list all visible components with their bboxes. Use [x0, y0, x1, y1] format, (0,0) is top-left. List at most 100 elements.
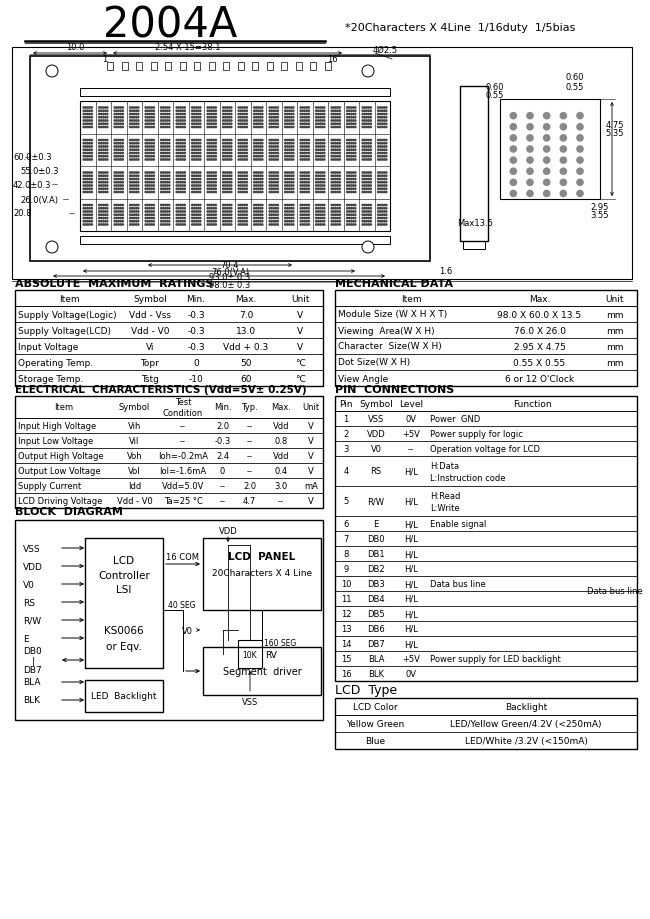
- Circle shape: [289, 209, 290, 210]
- Circle shape: [322, 192, 323, 193]
- Circle shape: [240, 141, 241, 142]
- Circle shape: [166, 143, 168, 144]
- Circle shape: [316, 153, 317, 154]
- Circle shape: [324, 192, 325, 193]
- Circle shape: [105, 124, 106, 125]
- Circle shape: [242, 120, 243, 122]
- Circle shape: [116, 124, 118, 125]
- Circle shape: [382, 182, 383, 184]
- Text: V: V: [297, 326, 303, 335]
- Circle shape: [231, 127, 232, 129]
- Circle shape: [101, 124, 102, 125]
- Circle shape: [145, 147, 146, 148]
- Circle shape: [322, 118, 323, 119]
- Circle shape: [122, 218, 124, 220]
- Circle shape: [364, 218, 365, 220]
- Circle shape: [225, 221, 226, 222]
- Circle shape: [273, 118, 274, 119]
- Bar: [324, 62, 330, 71]
- Circle shape: [380, 120, 381, 122]
- Circle shape: [335, 120, 337, 122]
- Circle shape: [229, 156, 230, 158]
- Circle shape: [242, 221, 243, 222]
- Circle shape: [304, 192, 306, 193]
- Text: Operation voltage for LCD: Operation voltage for LCD: [430, 445, 540, 453]
- Circle shape: [352, 218, 354, 220]
- Circle shape: [145, 218, 146, 220]
- Circle shape: [182, 192, 183, 193]
- Text: 2: 2: [343, 429, 348, 438]
- Circle shape: [194, 118, 195, 119]
- Text: -0.3: -0.3: [187, 326, 205, 335]
- Circle shape: [166, 192, 168, 193]
- Circle shape: [277, 153, 278, 154]
- Circle shape: [129, 124, 131, 125]
- Circle shape: [339, 182, 341, 184]
- Circle shape: [99, 192, 100, 193]
- Circle shape: [320, 189, 321, 190]
- Circle shape: [257, 173, 259, 174]
- Circle shape: [213, 156, 215, 158]
- Circle shape: [262, 160, 263, 161]
- Circle shape: [254, 224, 255, 226]
- Circle shape: [510, 136, 517, 142]
- Circle shape: [322, 182, 323, 184]
- Circle shape: [209, 218, 211, 220]
- Text: 16: 16: [341, 669, 351, 678]
- Text: 55.0±0.3: 55.0±0.3: [20, 166, 58, 176]
- Circle shape: [182, 147, 183, 148]
- Circle shape: [255, 127, 257, 129]
- Circle shape: [322, 211, 323, 213]
- Circle shape: [285, 176, 286, 177]
- Circle shape: [324, 124, 325, 125]
- Circle shape: [287, 221, 288, 222]
- Circle shape: [105, 221, 106, 222]
- Circle shape: [306, 221, 307, 222]
- Circle shape: [211, 160, 213, 161]
- Circle shape: [134, 192, 135, 193]
- Text: 0.60: 0.60: [566, 74, 584, 83]
- Circle shape: [346, 111, 348, 112]
- Circle shape: [184, 118, 185, 119]
- Circle shape: [362, 156, 363, 158]
- Circle shape: [136, 224, 137, 226]
- Circle shape: [240, 179, 241, 180]
- Circle shape: [213, 118, 215, 119]
- Circle shape: [227, 114, 228, 116]
- Text: 4.75: 4.75: [606, 120, 624, 130]
- Circle shape: [194, 111, 195, 112]
- Circle shape: [238, 211, 239, 213]
- Circle shape: [145, 108, 146, 109]
- Circle shape: [107, 179, 108, 180]
- Text: Ioh=-0.2mA: Ioh=-0.2mA: [158, 451, 208, 460]
- Circle shape: [101, 173, 102, 174]
- Circle shape: [273, 150, 274, 152]
- Circle shape: [153, 224, 155, 226]
- Circle shape: [211, 156, 213, 158]
- Circle shape: [200, 153, 201, 154]
- Circle shape: [244, 215, 246, 216]
- Circle shape: [355, 173, 356, 174]
- Circle shape: [240, 150, 241, 152]
- Circle shape: [231, 156, 232, 158]
- Circle shape: [149, 182, 150, 184]
- Circle shape: [209, 224, 211, 226]
- Circle shape: [162, 189, 164, 190]
- Circle shape: [285, 215, 286, 216]
- Circle shape: [194, 224, 195, 226]
- Circle shape: [335, 114, 337, 116]
- Circle shape: [198, 192, 199, 193]
- Bar: [107, 62, 113, 71]
- Circle shape: [244, 127, 246, 129]
- Circle shape: [153, 209, 155, 210]
- Circle shape: [302, 114, 304, 116]
- Circle shape: [277, 205, 278, 207]
- Circle shape: [238, 224, 239, 226]
- Circle shape: [215, 211, 216, 213]
- Circle shape: [275, 120, 276, 122]
- Circle shape: [320, 118, 321, 119]
- Circle shape: [129, 153, 131, 154]
- Circle shape: [192, 224, 193, 226]
- Circle shape: [200, 176, 201, 177]
- Text: Test
Condition: Test Condition: [163, 398, 203, 417]
